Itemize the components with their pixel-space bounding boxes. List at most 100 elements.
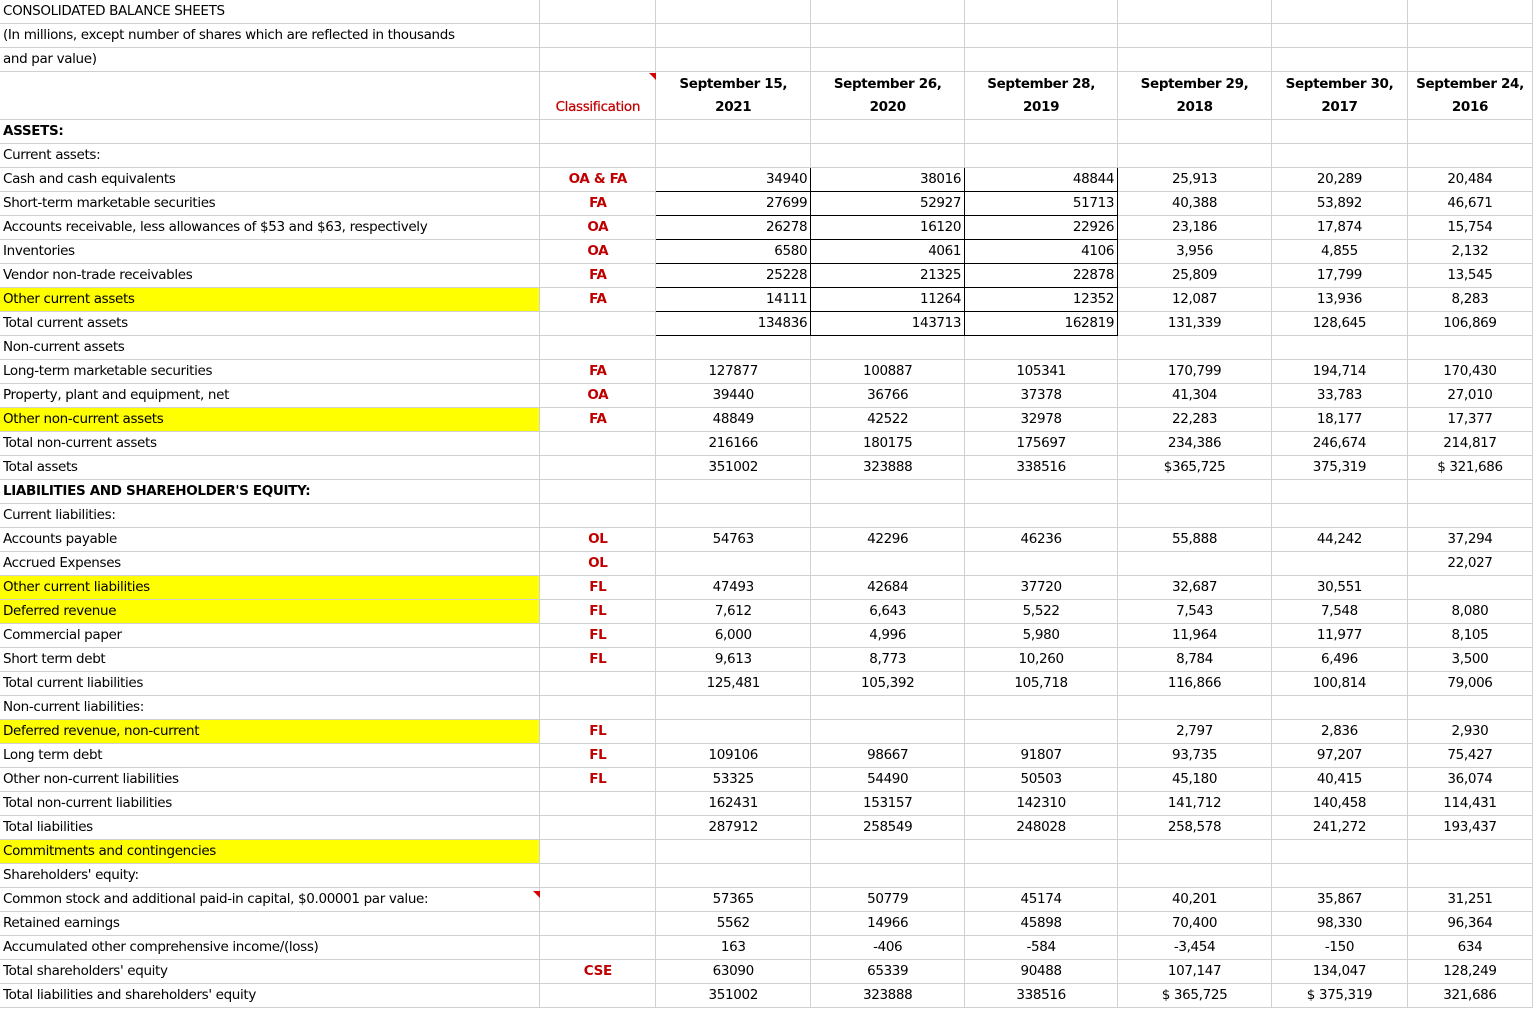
value-cell[interactable]: 11,964 — [1117, 623, 1272, 648]
empty-cell[interactable] — [539, 47, 657, 72]
value-cell[interactable]: 13,936 — [1271, 287, 1408, 312]
value-cell[interactable]: 44,242 — [1271, 527, 1408, 552]
classification-cell[interactable] — [539, 887, 657, 912]
value-cell[interactable] — [1117, 119, 1272, 144]
empty-cell[interactable] — [655, 47, 812, 72]
value-cell[interactable]: 40,388 — [1117, 191, 1272, 216]
classification-cell[interactable] — [539, 431, 657, 456]
value-cell[interactable]: 70,400 — [1117, 911, 1272, 936]
value-cell[interactable]: 27699 — [655, 191, 812, 216]
value-cell[interactable] — [655, 863, 812, 888]
value-cell[interactable]: $365,725 — [1117, 455, 1272, 480]
value-cell[interactable]: 14111 — [655, 287, 812, 312]
classification-cell[interactable]: OA — [539, 383, 657, 408]
value-cell[interactable] — [1407, 839, 1533, 864]
value-cell[interactable]: 258,578 — [1117, 815, 1272, 840]
row-label[interactable]: Cash and cash equivalents — [0, 167, 541, 192]
value-cell[interactable]: 2,930 — [1407, 719, 1533, 744]
value-cell[interactable]: 45898 — [964, 911, 1119, 936]
value-cell[interactable] — [1271, 479, 1408, 504]
value-cell[interactable] — [1407, 119, 1533, 144]
value-cell[interactable]: 7,543 — [1117, 599, 1272, 624]
classification-cell[interactable]: FA — [539, 263, 657, 288]
value-cell[interactable] — [1117, 503, 1272, 528]
value-cell[interactable]: 6,496 — [1271, 647, 1408, 672]
empty-cell[interactable] — [0, 71, 541, 120]
value-cell[interactable]: 17,874 — [1271, 215, 1408, 240]
value-cell[interactable]: 98667 — [810, 743, 966, 768]
row-label[interactable]: Non-current assets — [0, 335, 541, 360]
value-cell[interactable]: 22926 — [964, 215, 1119, 240]
value-cell[interactable]: 17,377 — [1407, 407, 1533, 432]
value-cell[interactable]: 35,867 — [1271, 887, 1408, 912]
value-cell[interactable]: 128,249 — [1407, 959, 1533, 984]
row-label[interactable]: Total liabilities and shareholders' equi… — [0, 983, 541, 1008]
row-label[interactable]: Vendor non-trade receivables — [0, 263, 541, 288]
value-cell[interactable]: 134836 — [655, 311, 812, 336]
classification-cell[interactable]: OA — [539, 215, 657, 240]
value-cell[interactable] — [964, 839, 1119, 864]
classification-cell[interactable]: FL — [539, 719, 657, 744]
empty-cell[interactable] — [1271, 47, 1408, 72]
value-cell[interactable]: 3,956 — [1117, 239, 1272, 264]
value-cell[interactable]: 6580 — [655, 239, 812, 264]
row-label[interactable]: Commitments and contingencies — [0, 839, 541, 864]
value-cell[interactable]: 114,431 — [1407, 791, 1533, 816]
row-label[interactable]: Shareholders' equity: — [0, 863, 541, 888]
value-cell[interactable] — [1117, 695, 1272, 720]
value-cell[interactable]: 6,000 — [655, 623, 812, 648]
empty-cell[interactable] — [1117, 23, 1272, 48]
empty-cell[interactable] — [1407, 47, 1533, 72]
classification-cell[interactable] — [539, 695, 657, 720]
value-cell[interactable]: 7,612 — [655, 599, 812, 624]
row-label[interactable]: Total current liabilities — [0, 671, 541, 696]
value-cell[interactable] — [964, 863, 1119, 888]
value-cell[interactable]: 162431 — [655, 791, 812, 816]
row-label[interactable]: Total assets — [0, 455, 541, 480]
classification-cell[interactable] — [539, 143, 657, 168]
value-cell[interactable]: 100887 — [810, 359, 966, 384]
value-cell[interactable]: 105341 — [964, 359, 1119, 384]
value-cell[interactable]: 11,977 — [1271, 623, 1408, 648]
value-cell[interactable]: 3,500 — [1407, 647, 1533, 672]
value-cell[interactable]: 46,671 — [1407, 191, 1533, 216]
value-cell[interactable]: 65339 — [810, 959, 966, 984]
value-cell[interactable] — [810, 479, 966, 504]
value-cell[interactable]: 216166 — [655, 431, 812, 456]
row-label[interactable]: Deferred revenue, non-current — [0, 719, 541, 744]
value-cell[interactable]: 18,177 — [1271, 407, 1408, 432]
value-cell[interactable]: 25,809 — [1117, 263, 1272, 288]
value-cell[interactable]: 248028 — [964, 815, 1119, 840]
row-label[interactable]: Accounts receivable, less allowances of … — [0, 215, 541, 240]
value-cell[interactable] — [1271, 143, 1408, 168]
empty-cell[interactable] — [1407, 0, 1533, 24]
value-cell[interactable]: 93,735 — [1117, 743, 1272, 768]
value-cell[interactable] — [655, 479, 812, 504]
classification-cell[interactable]: OA & FA — [539, 167, 657, 192]
value-cell[interactable] — [1117, 479, 1272, 504]
sheet-title-line[interactable]: CONSOLIDATED BALANCE SHEETS — [0, 0, 541, 24]
value-cell[interactable]: 32,687 — [1117, 575, 1272, 600]
classification-header[interactable]: Classification — [539, 71, 657, 120]
value-cell[interactable]: 5,522 — [964, 599, 1119, 624]
value-cell[interactable] — [964, 695, 1119, 720]
value-cell[interactable]: 20,484 — [1407, 167, 1533, 192]
value-cell[interactable] — [1407, 695, 1533, 720]
value-cell[interactable]: 36766 — [810, 383, 966, 408]
value-cell[interactable]: 38016 — [810, 167, 966, 192]
value-cell[interactable] — [964, 719, 1119, 744]
value-cell[interactable]: 26278 — [655, 215, 812, 240]
row-label[interactable]: Short term debt — [0, 647, 541, 672]
value-cell[interactable]: 48844 — [964, 167, 1119, 192]
value-cell[interactable] — [810, 119, 966, 144]
row-label[interactable]: Accrued Expenses — [0, 551, 541, 576]
value-cell[interactable]: 17,799 — [1271, 263, 1408, 288]
sheet-title-line[interactable]: (In millions, except number of shares wh… — [0, 23, 541, 48]
value-cell[interactable]: 36,074 — [1407, 767, 1533, 792]
value-cell[interactable]: 79,006 — [1407, 671, 1533, 696]
value-cell[interactable]: 47493 — [655, 575, 812, 600]
value-cell[interactable]: 91807 — [964, 743, 1119, 768]
row-label[interactable]: Total non-current liabilities — [0, 791, 541, 816]
classification-cell[interactable] — [539, 311, 657, 336]
value-cell[interactable]: 194,714 — [1271, 359, 1408, 384]
